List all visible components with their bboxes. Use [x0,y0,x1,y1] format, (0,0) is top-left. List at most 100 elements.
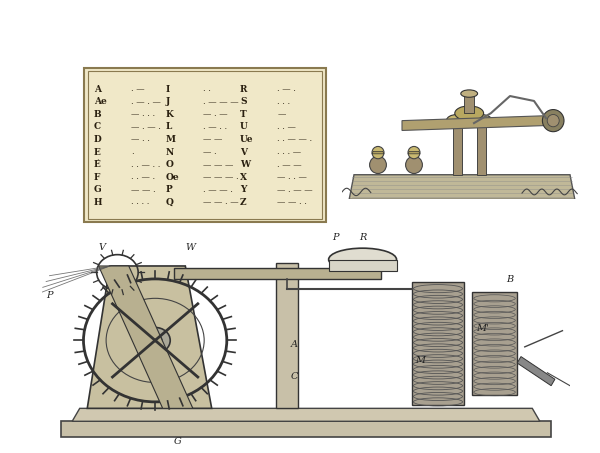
Text: I: I [166,85,170,94]
Polygon shape [517,357,555,386]
Text: P: P [166,185,172,194]
Text: Y: Y [240,185,247,194]
Polygon shape [87,266,212,408]
Text: — .: — . [203,148,217,156]
Text: . . — .: . . — . [131,173,155,181]
Text: G: G [174,437,182,446]
Text: . — — —: . — — — [203,98,239,106]
Bar [477,120,485,175]
Text: V: V [98,243,106,252]
Text: L: L [166,122,172,131]
Polygon shape [98,266,193,408]
Text: — . . .: — . . . [131,111,155,118]
Text: É: É [94,160,100,169]
Bar [276,263,298,408]
Text: P: P [46,291,52,300]
Text: B: B [506,275,513,284]
Text: N: N [166,148,174,157]
Circle shape [408,146,420,159]
Bar [412,282,464,405]
Text: M': M' [476,324,488,333]
Text: . . .: . . . [277,98,290,106]
Circle shape [370,156,386,173]
Text: — . .: — . . [131,135,149,144]
Bar [329,260,397,271]
Bar [174,268,382,279]
Text: X: X [240,173,247,182]
Circle shape [542,110,564,132]
Ellipse shape [470,115,492,127]
Text: B: B [94,110,101,119]
Ellipse shape [329,248,397,271]
Text: — —: — — [203,135,222,144]
Text: C: C [94,122,101,131]
Text: R: R [359,233,366,242]
Polygon shape [372,151,384,154]
Text: . — . .: . — . . [203,123,227,131]
Polygon shape [402,116,546,130]
Circle shape [406,156,422,173]
Text: A: A [94,85,101,94]
Text: Ue: Ue [240,135,254,144]
Text: . — — .: . — — . [203,186,233,194]
Polygon shape [61,421,551,438]
Text: . . — — .: . . — — . [277,135,313,144]
Text: — . — .: — . — . [131,123,161,131]
Polygon shape [349,175,575,199]
Text: . .: . . [203,85,211,93]
Text: A: A [291,340,298,349]
Text: V: V [240,148,247,157]
Bar [472,292,517,395]
Text: Oe: Oe [166,173,179,182]
Text: W: W [185,243,196,252]
Ellipse shape [446,115,468,127]
Text: . — —: . — — [277,160,302,169]
Text: M: M [415,356,425,365]
Text: .: . [131,148,133,156]
Bar [464,94,474,113]
Circle shape [140,328,170,353]
Text: . . —: . . — [277,123,296,131]
Text: — . . —: — . . — [277,173,307,181]
Text: . — . —: . — . — [131,98,161,106]
Text: . — .: . — . [277,85,296,93]
Text: . —: . — [131,85,145,93]
Text: U: U [240,122,248,131]
Ellipse shape [455,106,484,120]
Text: Z: Z [240,198,247,207]
Text: P: P [332,233,339,242]
Text: . . — . .: . . — . . [131,160,160,169]
Polygon shape [408,151,420,154]
Text: D: D [94,135,101,144]
Text: S: S [240,97,247,106]
Text: W: W [240,160,250,169]
Text: M: M [166,135,176,144]
Text: . . . —: . . . — [277,148,301,156]
Text: — — . .: — — . . [277,198,307,206]
Text: O: O [166,160,173,169]
Text: — — .: — — . [131,186,155,194]
Text: R: R [240,85,247,94]
Text: G: G [94,185,101,194]
Circle shape [148,335,162,346]
Text: K: K [166,110,173,119]
Text: J: J [166,97,170,106]
Text: —: — [277,111,286,118]
Text: — — . —: — — . — [203,198,239,206]
Bar [453,120,461,175]
Circle shape [547,115,559,127]
Text: F: F [94,173,100,182]
Text: . . . .: . . . . [131,198,149,206]
Polygon shape [72,408,540,421]
Text: — . —: — . — [203,111,227,118]
Text: — . — —: — . — — [277,186,313,194]
Text: C: C [291,372,298,381]
Text: E: E [94,148,100,157]
Text: Q: Q [166,198,173,207]
Text: T: T [240,110,247,119]
Text: — — —: — — — [203,160,233,169]
Text: H: H [94,198,102,207]
Text: Ae: Ae [94,97,106,106]
Text: — — — .: — — — . [203,173,239,181]
Circle shape [372,146,384,159]
